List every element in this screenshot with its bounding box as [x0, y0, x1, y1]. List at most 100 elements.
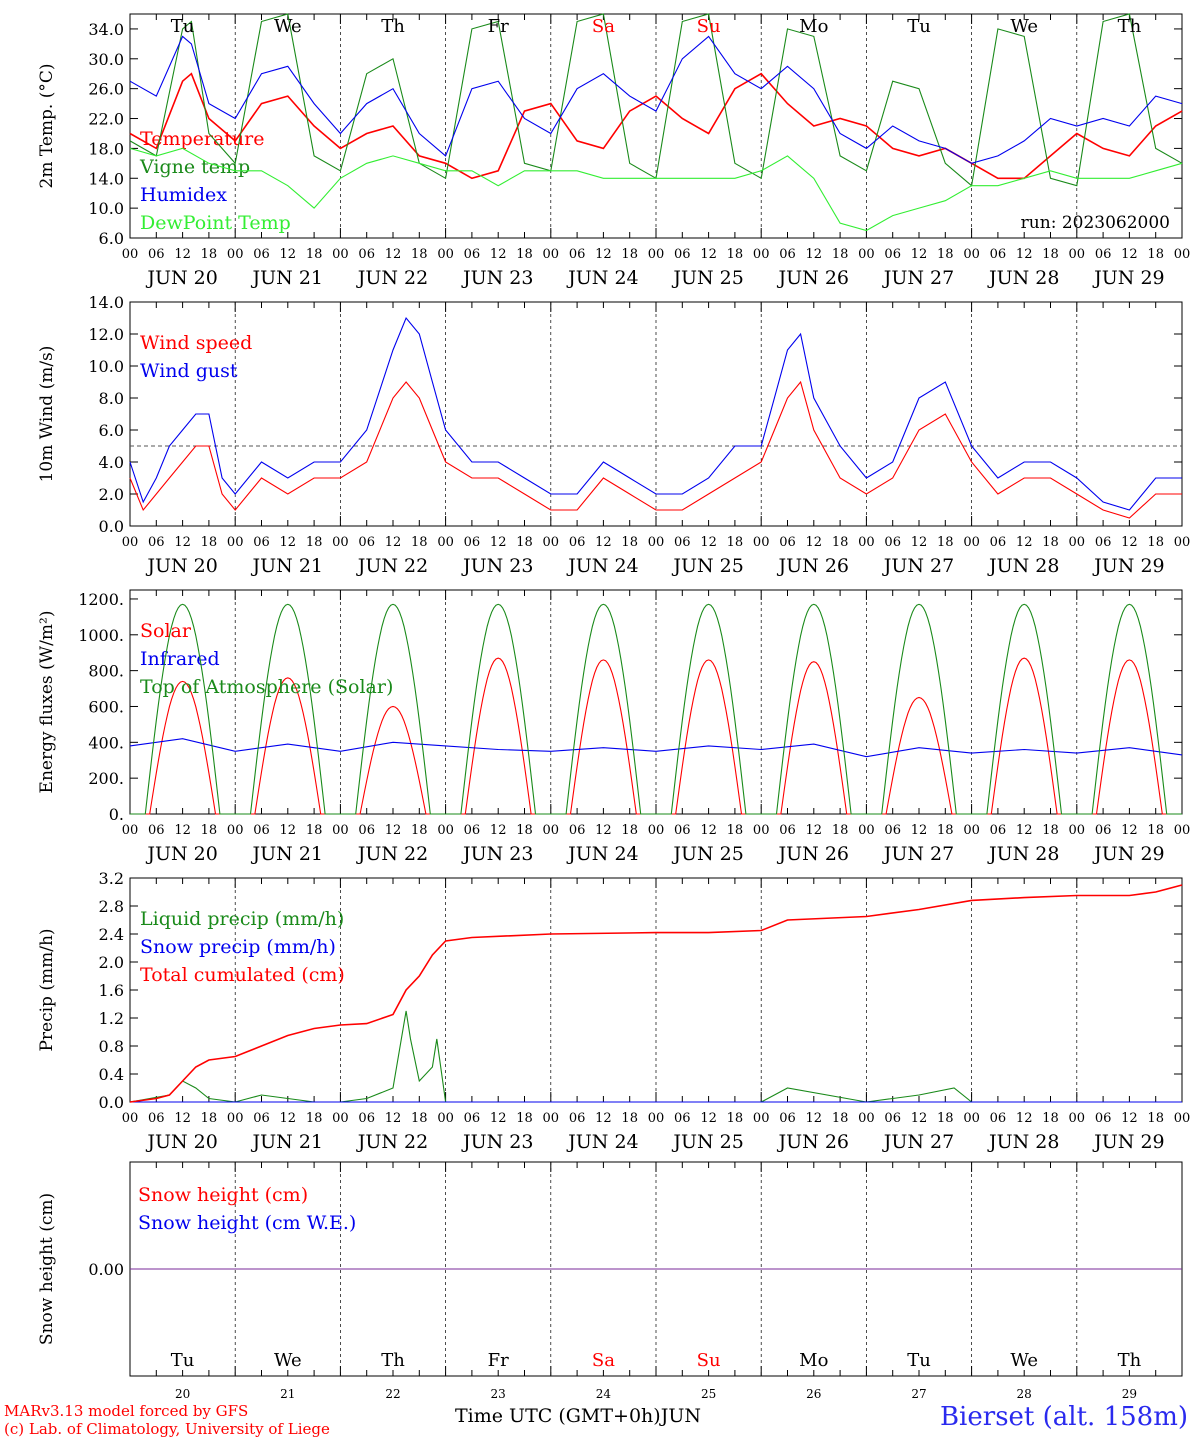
legend-entry: Temperature: [140, 128, 264, 150]
series-line-1-1: [129, 316, 1182, 511]
hour-label: 00: [332, 1111, 349, 1126]
y-tick-label: 14.0: [88, 293, 124, 312]
day-name: Sa: [592, 1350, 615, 1371]
hour-label: 00: [858, 535, 875, 550]
hour-label: 00: [858, 1111, 875, 1126]
date-label: JUN 24: [566, 555, 638, 577]
series-line-3-2: [129, 884, 1183, 1103]
y-tick-label: 6.0: [99, 421, 124, 440]
hour-label: 12: [595, 247, 612, 262]
hour-label: 06: [569, 247, 586, 262]
hour-label: 00: [1174, 535, 1191, 550]
hour-label: 00: [227, 247, 244, 262]
y-tick-label: 14.0: [88, 169, 124, 188]
day-name: Tu: [171, 1350, 195, 1371]
hour-label: 12: [490, 823, 507, 838]
plot-frame: [129, 301, 1183, 527]
y-tick-label: 2.4: [99, 925, 124, 944]
y-tick-label: 2.8: [99, 897, 124, 916]
y-tick-label: 22.0: [88, 110, 124, 129]
y-tick-label: 0.8: [99, 1037, 124, 1056]
month-label: JUN: [660, 1405, 701, 1427]
hour-label: 00: [963, 1111, 980, 1126]
date-label: JUN 23: [461, 1131, 533, 1153]
hour-label: 06: [674, 535, 691, 550]
hour-label: 18: [1147, 823, 1164, 838]
date-label: JUN 22: [356, 1131, 428, 1153]
hour-label: 12: [700, 247, 717, 262]
hour-label: 18: [411, 1111, 428, 1126]
y-tick-label: 1.2: [99, 1009, 124, 1028]
hour-label: 06: [464, 247, 481, 262]
date-label: JUN 21: [251, 843, 323, 865]
hour-label: 06: [253, 535, 270, 550]
hour-label: 18: [727, 823, 744, 838]
hour-label: 06: [1095, 247, 1112, 262]
hour-label: 18: [937, 823, 954, 838]
plot-frame: [129, 13, 1183, 239]
legend-entry: Snow height (cm): [138, 1184, 308, 1206]
hour-label: 00: [1174, 823, 1191, 838]
hour-label: 00: [332, 823, 349, 838]
hour-label: 12: [174, 535, 191, 550]
day-name: Tu: [171, 16, 195, 37]
hour-label: 18: [411, 535, 428, 550]
hour-label: 18: [621, 247, 638, 262]
hour-label: 06: [674, 1111, 691, 1126]
date-label: JUN 27: [882, 1131, 954, 1153]
y-tick-label: 1200.: [78, 590, 124, 609]
day-name: Fr: [488, 16, 509, 37]
date-label: JUN 23: [461, 555, 533, 577]
date-label: JUN 25: [671, 267, 743, 289]
day-name: Th: [381, 1350, 405, 1371]
hour-label: 12: [490, 247, 507, 262]
hour-label: 06: [884, 247, 901, 262]
y-tick-label: 8.0: [99, 389, 124, 408]
hour-label: 06: [464, 823, 481, 838]
day-name: Fr: [488, 1350, 509, 1371]
hour-label: 00: [437, 1111, 454, 1126]
hour-label: 18: [1147, 1111, 1164, 1126]
hour-label: 00: [1174, 247, 1191, 262]
legend-entry: Solar: [140, 620, 192, 642]
copyright-credit: (c) Lab. of Climatology, University of L…: [4, 1420, 330, 1438]
y-tick-label: 200.: [88, 769, 124, 788]
series-line-2-1: [129, 738, 1183, 758]
hour-label: 18: [1042, 823, 1059, 838]
y-axis-label: Snow height (cm): [37, 1193, 57, 1345]
date-label: JUN 28: [987, 843, 1059, 865]
hour-label: 12: [911, 1111, 928, 1126]
hour-label: 00: [543, 535, 560, 550]
hour-label: 18: [516, 247, 533, 262]
hour-label: 12: [1016, 535, 1033, 550]
date-label: JUN 26: [777, 843, 849, 865]
date-label: JUN 25: [671, 1131, 743, 1153]
y-tick-label: 1000.: [78, 626, 124, 645]
y-tick-label: 26.0: [88, 80, 124, 99]
series-line-0-0: [129, 72, 1183, 180]
date-label: JUN 26: [777, 1131, 849, 1153]
hour-label: 18: [937, 247, 954, 262]
hour-label: 00: [122, 1111, 139, 1126]
hour-label: 12: [806, 535, 823, 550]
hour-label: 00: [1069, 247, 1086, 262]
station-name: Bierset (alt. 158m): [939, 1402, 1188, 1432]
hour-label: 06: [990, 1111, 1007, 1126]
hour-label: 00: [122, 823, 139, 838]
hour-label: 18: [1042, 247, 1059, 262]
run-note: run: 2023062000: [1021, 213, 1170, 233]
date-label: JUN 20: [145, 843, 217, 865]
hour-label: 18: [832, 823, 849, 838]
hour-label: 00: [648, 823, 665, 838]
date-label: JUN 28: [987, 555, 1059, 577]
hour-label: 12: [1121, 535, 1138, 550]
hour-label: 06: [990, 535, 1007, 550]
y-tick-label: 10.0: [88, 199, 124, 218]
hour-label: 18: [306, 535, 323, 550]
hour-label: 18: [411, 823, 428, 838]
hour-label: 06: [148, 247, 165, 262]
hour-label: 00: [437, 535, 454, 550]
day-name: Su: [697, 16, 721, 37]
hour-label: 06: [253, 823, 270, 838]
hour-label: 12: [385, 823, 402, 838]
